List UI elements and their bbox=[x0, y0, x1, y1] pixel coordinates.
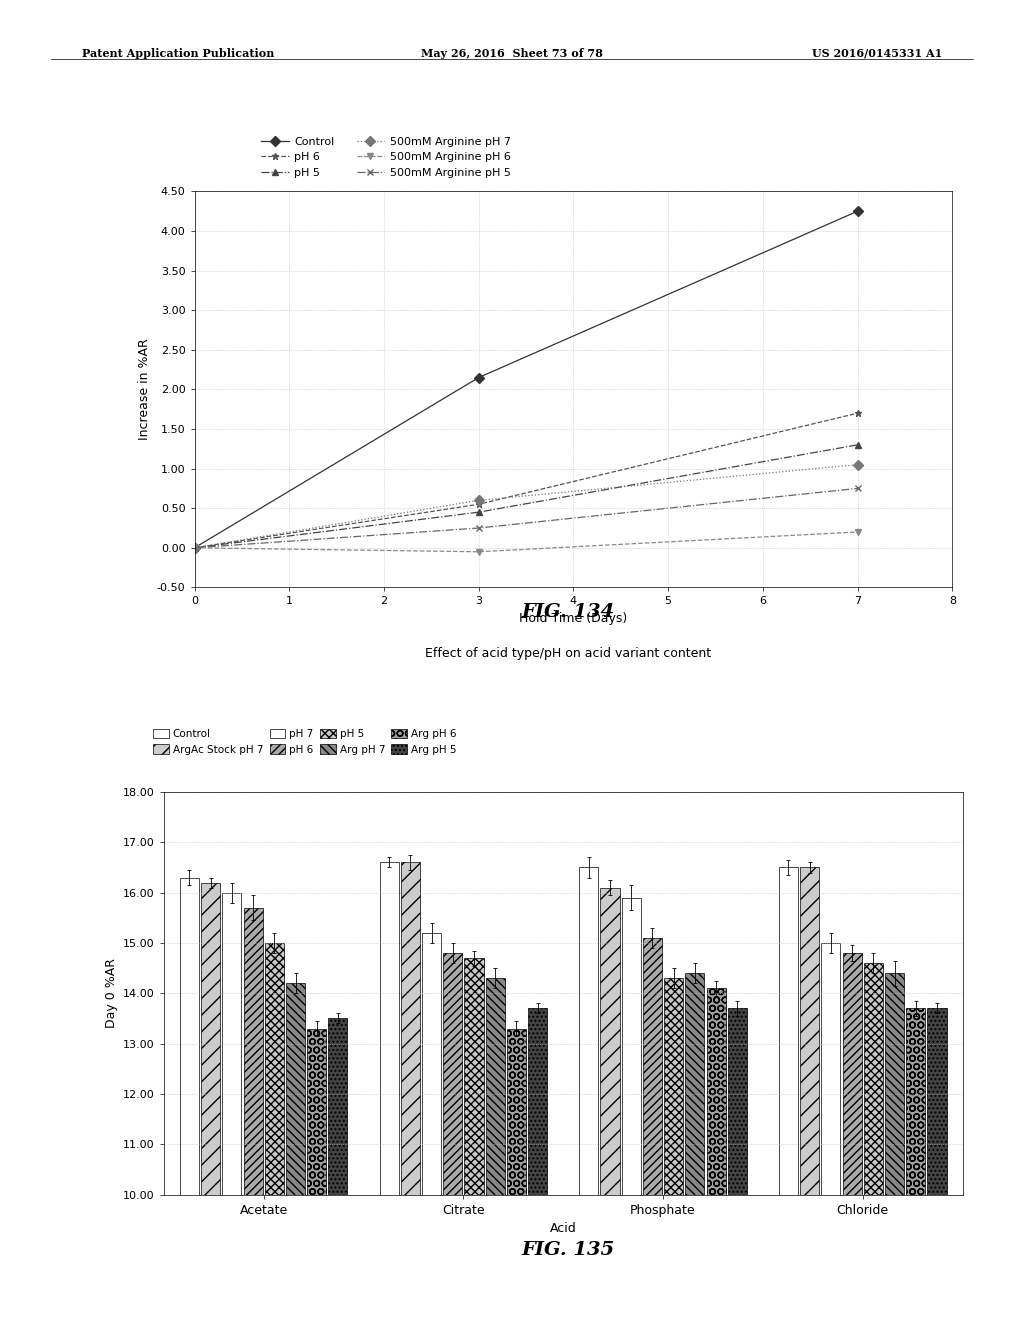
Bar bbox=[580, 867, 598, 1320]
Bar bbox=[380, 862, 398, 1320]
Bar bbox=[507, 1028, 526, 1320]
Legend: Control, ArgAc Stock pH 7, pH 7, pH 6, pH 5, Arg pH 7, Arg pH 6, Arg pH 5: Control, ArgAc Stock pH 7, pH 7, pH 6, p… bbox=[153, 729, 457, 755]
Bar bbox=[665, 978, 683, 1320]
Bar bbox=[622, 898, 641, 1320]
Bar bbox=[600, 887, 620, 1320]
Bar bbox=[707, 989, 726, 1320]
pH 6 bbox=[188, 540, 201, 556]
pH 5 bbox=[188, 540, 201, 556]
500mM Arginine pH 7 bbox=[188, 540, 201, 556]
Bar bbox=[307, 1028, 327, 1320]
Bar bbox=[443, 953, 462, 1320]
Line: pH 6: pH 6 bbox=[191, 409, 861, 552]
Control bbox=[188, 540, 201, 556]
pH 5 bbox=[472, 504, 485, 520]
Bar bbox=[244, 908, 262, 1320]
Line: pH 5: pH 5 bbox=[191, 441, 861, 552]
X-axis label: Hold Time (Days): Hold Time (Days) bbox=[519, 612, 628, 624]
pH 6 bbox=[851, 405, 863, 421]
Line: 500mM Arginine pH 5: 500mM Arginine pH 5 bbox=[191, 484, 861, 552]
Bar bbox=[906, 1008, 926, 1320]
Line: 500mM Arginine pH 7: 500mM Arginine pH 7 bbox=[191, 461, 861, 552]
pH 5 bbox=[851, 437, 863, 453]
Y-axis label: Increase in %AR: Increase in %AR bbox=[138, 338, 152, 441]
Bar bbox=[885, 973, 904, 1320]
Line: Control: Control bbox=[191, 207, 861, 552]
Bar bbox=[329, 1019, 347, 1320]
Bar bbox=[728, 1008, 746, 1320]
Text: US 2016/0145331 A1: US 2016/0145331 A1 bbox=[812, 48, 942, 58]
Bar bbox=[422, 933, 441, 1320]
Bar bbox=[843, 953, 861, 1320]
Text: FIG. 134: FIG. 134 bbox=[521, 603, 615, 622]
Bar bbox=[779, 867, 798, 1320]
500mM Arginine pH 6 bbox=[188, 540, 201, 556]
pH 6 bbox=[472, 496, 485, 512]
Legend: Control, pH 6, pH 5, 500mM Arginine pH 7, 500mM Arginine pH 6, 500mM Arginine pH: Control, pH 6, pH 5, 500mM Arginine pH 7… bbox=[261, 137, 511, 178]
Bar bbox=[864, 964, 883, 1320]
Bar bbox=[286, 983, 305, 1320]
Text: Patent Application Publication: Patent Application Publication bbox=[82, 48, 274, 58]
Bar bbox=[528, 1008, 547, 1320]
Control bbox=[851, 203, 863, 219]
500mM Arginine pH 5 bbox=[851, 480, 863, 496]
500mM Arginine pH 7 bbox=[472, 492, 485, 508]
Bar bbox=[222, 892, 242, 1320]
Line: 500mM Arginine pH 6: 500mM Arginine pH 6 bbox=[191, 528, 861, 556]
Bar bbox=[400, 862, 420, 1320]
Bar bbox=[821, 942, 841, 1320]
Text: May 26, 2016  Sheet 73 of 78: May 26, 2016 Sheet 73 of 78 bbox=[421, 48, 603, 58]
Bar bbox=[485, 978, 505, 1320]
500mM Arginine pH 5 bbox=[472, 520, 485, 536]
X-axis label: Acid: Acid bbox=[550, 1222, 577, 1236]
Bar bbox=[643, 939, 662, 1320]
Bar bbox=[465, 958, 483, 1320]
Bar bbox=[265, 942, 284, 1320]
500mM Arginine pH 6 bbox=[851, 524, 863, 540]
Bar bbox=[928, 1008, 946, 1320]
Bar bbox=[201, 883, 220, 1320]
Bar bbox=[685, 973, 705, 1320]
Text: Effect of acid type/pH on acid variant content: Effect of acid type/pH on acid variant c… bbox=[425, 647, 712, 660]
Y-axis label: Day 0 %AR: Day 0 %AR bbox=[104, 958, 118, 1028]
500mM Arginine pH 5 bbox=[188, 540, 201, 556]
Text: FIG. 135: FIG. 135 bbox=[521, 1241, 615, 1259]
Bar bbox=[180, 878, 199, 1320]
500mM Arginine pH 6 bbox=[472, 544, 485, 560]
Bar bbox=[800, 867, 819, 1320]
500mM Arginine pH 7 bbox=[851, 457, 863, 473]
Control bbox=[472, 370, 485, 385]
